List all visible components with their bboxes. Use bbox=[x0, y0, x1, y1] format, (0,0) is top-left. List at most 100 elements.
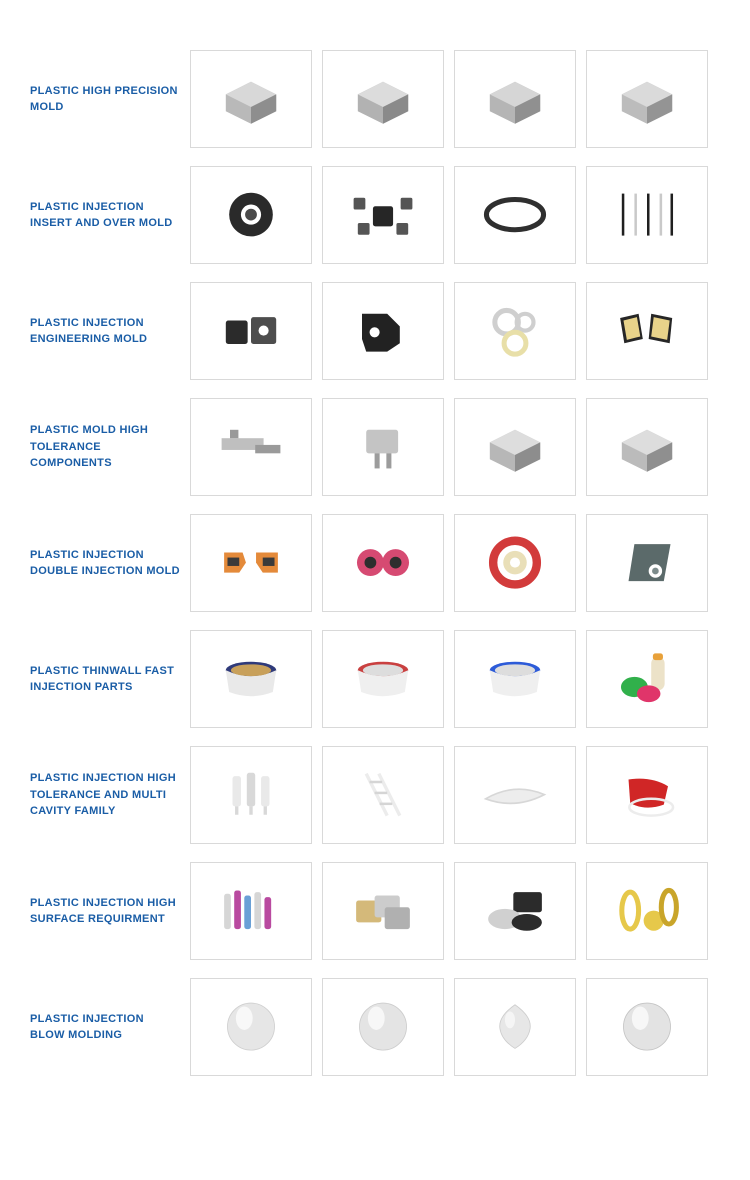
product-thumbnail[interactable] bbox=[190, 166, 312, 264]
category-row: PLASTIC MOLD HIGH TOLERANCE COMPONENTS bbox=[30, 398, 720, 496]
product-thumbnail[interactable] bbox=[190, 746, 312, 844]
product-thumbnail[interactable] bbox=[586, 398, 708, 496]
globe-a-icon bbox=[203, 993, 299, 1060]
product-thumbnail[interactable] bbox=[454, 862, 576, 960]
product-thumbnail[interactable] bbox=[322, 746, 444, 844]
globe-b-icon bbox=[335, 993, 431, 1060]
parts-set-icon bbox=[335, 181, 431, 248]
category-row: PLASTIC THINWALL FAST INJECTION PARTS bbox=[30, 630, 720, 728]
product-thumbnail[interactable] bbox=[322, 166, 444, 264]
mold-block-icon bbox=[467, 413, 563, 480]
product-thumbnail[interactable] bbox=[454, 514, 576, 612]
category-cells bbox=[190, 978, 720, 1076]
product-thumbnail[interactable] bbox=[454, 50, 576, 148]
category-cells bbox=[190, 50, 720, 148]
product-thumbnail[interactable] bbox=[454, 630, 576, 728]
product-thumbnail[interactable] bbox=[190, 398, 312, 496]
product-thumbnail[interactable] bbox=[190, 630, 312, 728]
product-thumbnail[interactable] bbox=[454, 978, 576, 1076]
category-label: PLASTIC INJECTION BLOW MOLDING bbox=[30, 1011, 190, 1044]
product-thumbnail[interactable] bbox=[586, 746, 708, 844]
product-thumbnail[interactable] bbox=[454, 398, 576, 496]
product-thumbnail[interactable] bbox=[322, 862, 444, 960]
category-row: PLASTIC INJECTION BLOW MOLDING bbox=[30, 978, 720, 1076]
blocks-icon bbox=[203, 297, 299, 364]
sphere-icon bbox=[599, 993, 695, 1060]
product-thumbnail[interactable] bbox=[454, 282, 576, 380]
round-part-icon bbox=[203, 181, 299, 248]
category-cells bbox=[190, 282, 720, 380]
category-cells bbox=[190, 166, 720, 264]
rods-icon bbox=[599, 181, 695, 248]
product-thumbnail[interactable] bbox=[322, 978, 444, 1076]
vase-icon bbox=[467, 993, 563, 1060]
assembly-b-icon bbox=[335, 413, 431, 480]
category-row: PLASTIC HIGH PRECISION MOLD bbox=[30, 50, 720, 148]
product-thumbnail[interactable] bbox=[454, 746, 576, 844]
product-thumbnail[interactable] bbox=[586, 978, 708, 1076]
category-grid: PLASTIC HIGH PRECISION MOLD PLASTIC INJE… bbox=[30, 50, 720, 1076]
container-b-icon bbox=[335, 645, 431, 712]
bottle-set-icon bbox=[599, 645, 695, 712]
rings-icon bbox=[467, 297, 563, 364]
category-cells bbox=[190, 746, 720, 844]
mold-open-icon bbox=[599, 413, 695, 480]
category-label: PLASTIC MOLD HIGH TOLERANCE COMPONENTS bbox=[30, 422, 190, 472]
category-cells bbox=[190, 514, 720, 612]
product-thumbnail[interactable] bbox=[190, 978, 312, 1076]
product-thumbnail[interactable] bbox=[322, 514, 444, 612]
product-thumbnail[interactable] bbox=[190, 514, 312, 612]
category-cells bbox=[190, 630, 720, 728]
category-cells bbox=[190, 398, 720, 496]
product-thumbnail[interactable] bbox=[322, 630, 444, 728]
category-label: PLASTIC INJECTION ENGINEERING MOLD bbox=[30, 315, 190, 348]
product-thumbnail[interactable] bbox=[190, 862, 312, 960]
category-label: PLASTIC INJECTION INSERT AND OVER MOLD bbox=[30, 199, 190, 232]
product-thumbnail[interactable] bbox=[190, 50, 312, 148]
tubes-icon bbox=[203, 877, 299, 944]
clutches-icon bbox=[335, 877, 431, 944]
compacts-icon bbox=[467, 877, 563, 944]
ladder-icon bbox=[335, 761, 431, 828]
product-thumbnail[interactable] bbox=[454, 166, 576, 264]
product-thumbnail[interactable] bbox=[586, 862, 708, 960]
category-label: PLASTIC THINWALL FAST INJECTION PARTS bbox=[30, 663, 190, 696]
container-c-icon bbox=[467, 645, 563, 712]
mold-a-icon bbox=[203, 65, 299, 132]
container-a-icon bbox=[203, 645, 299, 712]
product-thumbnail[interactable] bbox=[190, 282, 312, 380]
product-thumbnail[interactable] bbox=[586, 630, 708, 728]
category-label: PLASTIC INJECTION HIGH SURFACE REQUIRMEN… bbox=[30, 895, 190, 928]
product-thumbnail[interactable] bbox=[586, 166, 708, 264]
mold-c-icon bbox=[467, 65, 563, 132]
mold-b-icon bbox=[335, 65, 431, 132]
frame-oval-icon bbox=[467, 181, 563, 248]
category-label: PLASTIC HIGH PRECISION MOLD bbox=[30, 83, 190, 116]
category-row: PLASTIC INJECTION DOUBLE INJECTION MOLD bbox=[30, 514, 720, 612]
mold-d-icon bbox=[599, 65, 695, 132]
category-label: PLASTIC INJECTION HIGH TOLERANCE AND MUL… bbox=[30, 770, 190, 820]
ring-icon bbox=[467, 529, 563, 596]
bracket-icon bbox=[335, 297, 431, 364]
product-thumbnail[interactable] bbox=[586, 282, 708, 380]
drill-pair-icon bbox=[203, 529, 299, 596]
pair-icon bbox=[599, 297, 695, 364]
category-row: PLASTIC INJECTION INSERT AND OVER MOLD bbox=[30, 166, 720, 264]
product-thumbnail[interactable] bbox=[322, 282, 444, 380]
assembly-a-icon bbox=[203, 413, 299, 480]
category-row: PLASTIC INJECTION HIGH TOLERANCE AND MUL… bbox=[30, 746, 720, 844]
category-label: PLASTIC INJECTION DOUBLE INJECTION MOLD bbox=[30, 547, 190, 580]
category-cells bbox=[190, 862, 720, 960]
product-thumbnail[interactable] bbox=[322, 50, 444, 148]
shield-icon bbox=[599, 529, 695, 596]
product-thumbnail[interactable] bbox=[586, 50, 708, 148]
category-row: PLASTIC INJECTION ENGINEERING MOLD bbox=[30, 282, 720, 380]
syringes-icon bbox=[203, 761, 299, 828]
product-thumbnail[interactable] bbox=[322, 398, 444, 496]
category-row: PLASTIC INJECTION HIGH SURFACE REQUIRMEN… bbox=[30, 862, 720, 960]
visor-icon bbox=[599, 761, 695, 828]
gold-set-icon bbox=[599, 877, 695, 944]
product-thumbnail[interactable] bbox=[586, 514, 708, 612]
wheel-pair-icon bbox=[335, 529, 431, 596]
lens-icon bbox=[467, 761, 563, 828]
